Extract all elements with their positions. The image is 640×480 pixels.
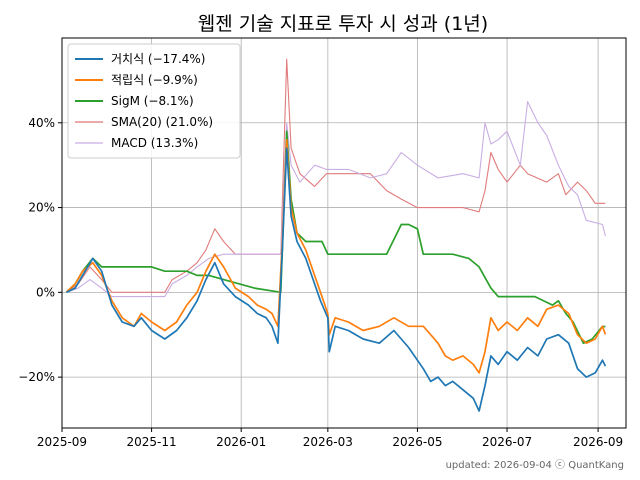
legend-label-1: 적립식 (−9.9%) (111, 73, 198, 87)
y-tick-label: 40% (28, 116, 55, 130)
series-line-4 (66, 101, 606, 298)
legend-label-4: MACD (13.3%) (111, 136, 198, 150)
legend: 거치식 (−17.4%) 적립식 (−9.9%) SigM (−8.1%) SMA(2… (67, 43, 241, 159)
series-line-2 (65, 130, 606, 345)
y-axis: −20% 0% 20% 40% (18, 116, 62, 384)
x-tick-label: 2026-03 (303, 435, 353, 449)
x-tick-label: 2025-09 (37, 435, 87, 449)
y-tick-label: −20% (18, 370, 55, 384)
legend-box (67, 43, 241, 159)
series-line-0 (66, 147, 607, 412)
chart-title: 웹젠 기술 지표로 투자 시 성과 (1년) (198, 13, 488, 35)
series-layer (65, 58, 607, 412)
x-tick-label: 2026-01 (216, 435, 266, 449)
legend-label-2: SigM (−8.1%) (111, 94, 194, 108)
legend-label-3: SMA(20) (21.0%) (111, 115, 213, 129)
footer-credit: updated: 2026-09-04 ⓒ QuantKang (446, 459, 624, 471)
y-tick-label: 0% (36, 285, 55, 299)
y-tick-label: 20% (28, 201, 55, 215)
legend-label-0: 거치식 (−17.4%) (111, 52, 205, 66)
x-tick-label: 2026-05 (392, 435, 442, 449)
x-axis: 2025-09 2025-11 2026-01 2026-03 2026-05 2026-… (37, 428, 623, 449)
x-tick-label: 2025-11 (127, 435, 177, 449)
x-tick-label: 2026-09 (573, 435, 623, 449)
series-line-1 (65, 138, 607, 374)
plot-frame (61, 37, 627, 429)
x-tick-label: 2026-07 (482, 435, 532, 449)
series-line-3 (66, 58, 606, 293)
